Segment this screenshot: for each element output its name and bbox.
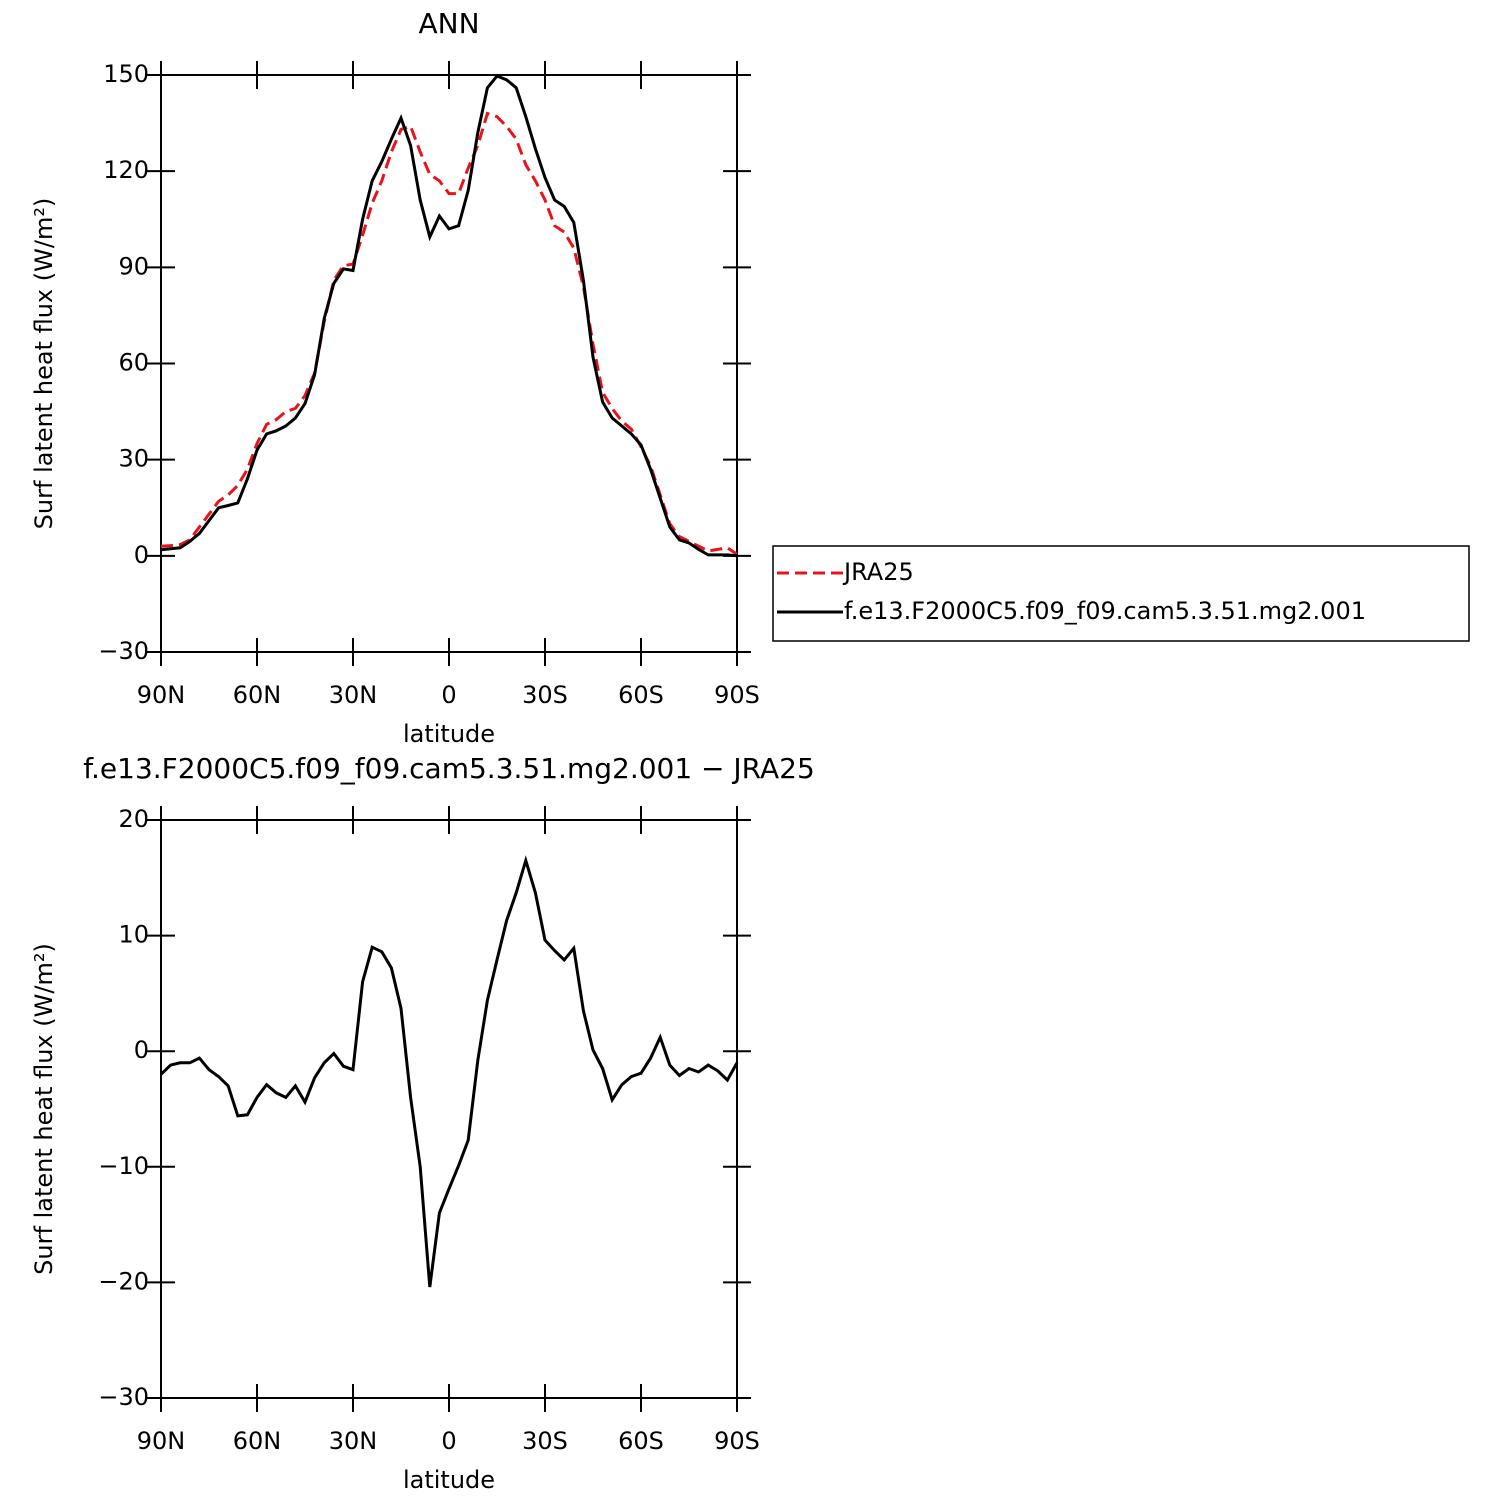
x-tick-label: 30N — [329, 681, 378, 709]
x-tick-label: 60S — [618, 681, 664, 709]
legend-label: f.e13.F2000C5.f09_f09.cam5.3.51.mg2.001 — [844, 597, 1366, 625]
y-tick-label: 0 — [134, 541, 149, 569]
y-tick-label: 90 — [118, 252, 149, 280]
x-tick-label: 30S — [522, 681, 568, 709]
x-tick-label: 60N — [233, 681, 282, 709]
y-axis-label: Surf latent heat flux (W/m²) — [30, 198, 58, 530]
x-tick-label: 90N — [137, 681, 186, 709]
x-tick-label: 90N — [137, 1427, 186, 1455]
y-axis-label: Surf latent heat flux (W/m²) — [30, 943, 58, 1275]
x-tick-label: 30S — [522, 1427, 568, 1455]
x-axis-label: latitude — [403, 720, 495, 748]
y-tick-label: 0 — [134, 1036, 149, 1064]
y-tick-label: 20 — [118, 805, 149, 833]
y-tick-label: −30 — [98, 637, 149, 665]
x-tick-label: 90S — [714, 1427, 760, 1455]
y-tick-label: 60 — [118, 349, 149, 377]
x-tick-label: 30N — [329, 1427, 378, 1455]
x-tick-label: 90S — [714, 681, 760, 709]
x-tick-label: 60N — [233, 1427, 282, 1455]
y-tick-label: −30 — [98, 1383, 149, 1411]
y-tick-label: 30 — [118, 445, 149, 473]
y-tick-label: −20 — [98, 1267, 149, 1295]
y-tick-label: −10 — [98, 1152, 149, 1180]
x-tick-label: 0 — [441, 1427, 456, 1455]
y-tick-label: 10 — [118, 921, 149, 949]
chart-title: f.e13.F2000C5.f09_f09.cam5.3.51.mg2.001 … — [83, 752, 815, 785]
chart-title: ANN — [418, 7, 479, 40]
data-line — [160, 111, 738, 556]
plot-frame — [160, 74, 738, 653]
legend-box — [772, 545, 1470, 642]
data-line — [160, 74, 738, 558]
x-tick-label: 60S — [618, 1427, 664, 1455]
y-tick-label: 150 — [103, 60, 149, 88]
data-line — [159, 855, 739, 1288]
x-tick-label: 0 — [441, 681, 456, 709]
plot-frame — [160, 819, 738, 1399]
y-tick-label: 120 — [103, 156, 149, 184]
legend-label: JRA25 — [842, 558, 914, 586]
x-axis-label: latitude — [403, 1466, 495, 1494]
